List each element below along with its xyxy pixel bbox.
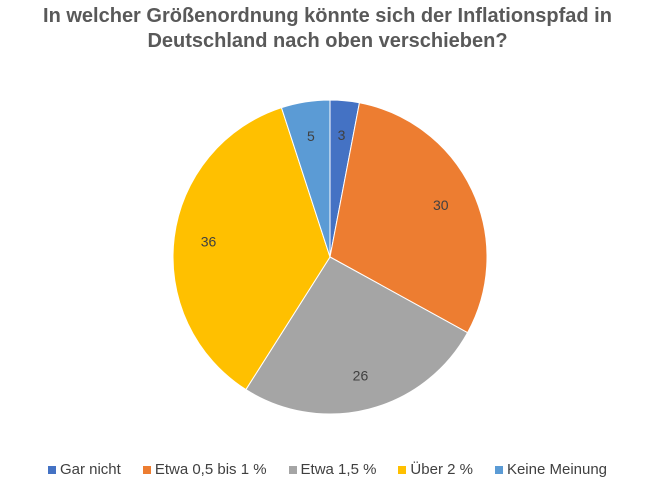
pie-slice-ueber-2 — [172, 107, 331, 391]
legend-label: Etwa 1,5 % — [300, 461, 377, 478]
pie-slice-keine-meinung — [280, 99, 331, 258]
legend-swatch — [288, 465, 297, 474]
legend-label: Gar nicht — [59, 461, 121, 478]
legend-swatch — [398, 465, 407, 474]
chart-legend: Gar nicht Etwa 0,5 bis 1 % Etwa 1,5 % Über … — [0, 461, 655, 478]
legend-swatch — [494, 465, 503, 474]
data-label-gar-nicht: 3 — [338, 127, 346, 143]
legend-swatch — [47, 465, 56, 474]
legend-item-ueber-2: Über 2 % — [398, 461, 473, 478]
pie-slice-etwa-1-5 — [245, 256, 469, 415]
legend-item-etwa-0-5-bis-1: Etwa 0,5 bis 1 % — [142, 461, 267, 478]
pie-slice-etwa-0-5-bis-1 — [329, 102, 488, 334]
legend-swatch — [142, 465, 151, 474]
legend-item-gar-nicht: Gar nicht — [47, 461, 121, 478]
chart-title: In welcher Größenordnung könnte sich der… — [0, 4, 655, 54]
legend-item-keine-meinung: Keine Meinung — [494, 461, 608, 478]
legend-item-etwa-1-5: Etwa 1,5 % — [288, 461, 377, 478]
data-label-keine-meinung: 5 — [307, 128, 315, 144]
data-label-etwa-0-5-bis-1: 30 — [433, 197, 449, 213]
pie-data-labels: 3 30 26 36 5 — [201, 127, 449, 384]
data-label-etwa-1-5: 26 — [353, 368, 369, 384]
legend-label: Über 2 % — [410, 461, 473, 478]
data-label-ueber-2: 36 — [201, 234, 217, 250]
chart-title-line-2: Deutschland nach oben verschieben? — [147, 30, 508, 52]
chart-title-line-1: In welcher Größenordnung könnte sich der… — [43, 5, 612, 27]
pie-slices — [172, 99, 488, 415]
legend-label: Etwa 0,5 bis 1 % — [154, 461, 267, 478]
legend-label: Keine Meinung — [506, 461, 608, 478]
